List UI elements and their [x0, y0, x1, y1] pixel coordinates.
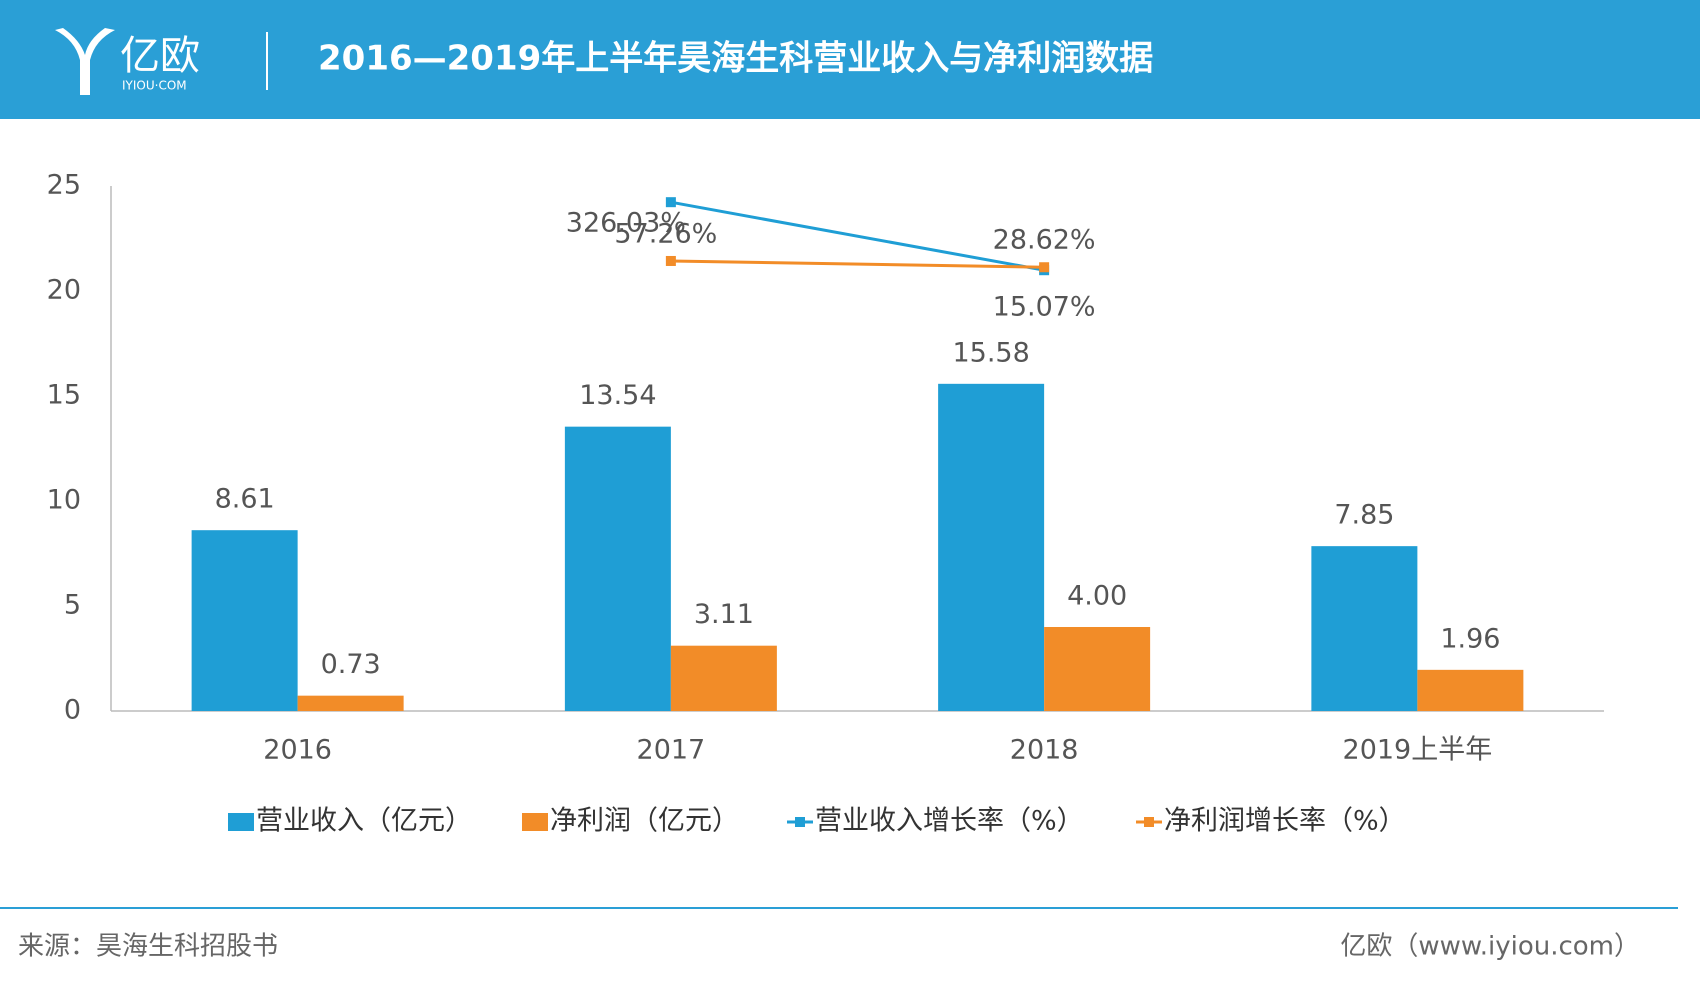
y-tick-label: 0 [64, 695, 81, 726]
y-tick-label: 10 [47, 485, 81, 516]
line [670, 200, 1045, 272]
y-tick-label: 5 [64, 590, 81, 621]
y-tick-label: 15 [47, 380, 81, 411]
bar [1417, 669, 1524, 711]
x-tick-label: 2018 [1010, 735, 1079, 766]
y-tick-label: 20 [47, 275, 81, 306]
bar [938, 383, 1045, 711]
chart-title: 2016—2019年上半年昊海生科营业收入与净利润数据 [318, 39, 1153, 79]
data-label: 7.85 [1334, 500, 1394, 531]
x-tick-label: 2016 [263, 735, 332, 766]
legend-label: 净利润（亿元） [550, 806, 739, 837]
data-label: 1.96 [1440, 623, 1500, 654]
legend-label: 营业收入（亿元） [256, 806, 472, 837]
data-label: 0.73 [321, 649, 381, 680]
bar [670, 645, 777, 711]
x-tick-label: 2017 [637, 735, 706, 766]
header-bar [0, 0, 1700, 119]
data-label: 15.07% [993, 292, 1096, 323]
legend-marker [1144, 817, 1154, 827]
legend-swatch [228, 813, 254, 831]
line-marker [1039, 262, 1050, 273]
bar [1311, 546, 1418, 711]
data-label: 326.03% [566, 208, 686, 239]
line [670, 259, 1045, 269]
data-label: 28.62% [993, 225, 1096, 256]
data-label: 3.11 [694, 599, 754, 630]
data-label: 57.26% [614, 218, 717, 249]
logo-icon [55, 28, 115, 95]
logo-sub: IYIOU·COM [122, 79, 187, 93]
legend-marker [795, 817, 805, 827]
bar [297, 695, 404, 711]
bar [1044, 627, 1151, 711]
bar [564, 426, 671, 711]
data-label: 8.61 [215, 484, 275, 515]
legend-label: 净利润增长率（%） [1164, 806, 1406, 837]
y-tick-label: 25 [47, 170, 81, 201]
data-label: 13.54 [579, 380, 656, 411]
footer-site: 亿欧（www.iyiou.com） [1340, 932, 1640, 962]
data-label: 4.00 [1067, 581, 1127, 612]
footer-source: 来源：昊海生科招股书 [18, 932, 278, 962]
line-marker [665, 255, 676, 266]
logo-text: 亿欧 [120, 33, 200, 79]
line-marker [665, 197, 676, 208]
data-label: 15.58 [952, 337, 1029, 368]
x-tick-label: 2019上半年 [1343, 735, 1493, 766]
bar [191, 530, 298, 711]
legend-label: 营业收入增长率（%） [815, 806, 1084, 837]
legend-swatch [522, 813, 548, 831]
